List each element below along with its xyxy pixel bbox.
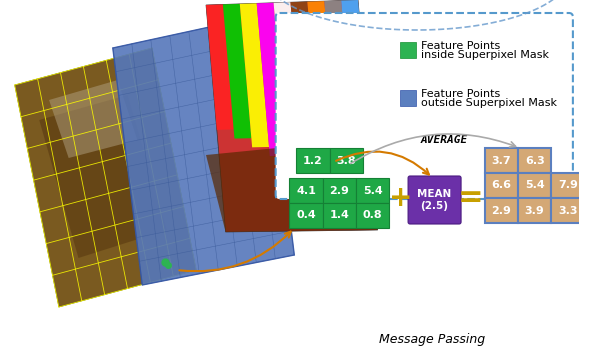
Text: 3.9: 3.9 <box>525 206 545 215</box>
Bar <box>400 42 416 58</box>
Text: Message Passing: Message Passing <box>379 333 485 347</box>
Polygon shape <box>49 80 137 158</box>
Text: 0.4: 0.4 <box>296 210 316 221</box>
Text: outside Superpixel Mask: outside Superpixel Mask <box>421 98 557 108</box>
FancyBboxPatch shape <box>330 148 363 173</box>
Polygon shape <box>307 1 340 183</box>
Text: +: + <box>389 184 412 212</box>
Text: 2.9: 2.9 <box>329 186 349 195</box>
Text: 5.4: 5.4 <box>525 181 545 190</box>
Bar <box>400 90 416 106</box>
FancyBboxPatch shape <box>356 203 389 228</box>
FancyBboxPatch shape <box>484 198 518 223</box>
FancyBboxPatch shape <box>551 173 585 198</box>
Text: =: = <box>458 183 484 213</box>
Polygon shape <box>240 3 269 147</box>
FancyBboxPatch shape <box>551 198 585 223</box>
Text: 4.1: 4.1 <box>296 186 316 195</box>
FancyBboxPatch shape <box>276 13 573 199</box>
Text: MEAN
(2.5): MEAN (2.5) <box>418 189 452 211</box>
FancyBboxPatch shape <box>518 173 551 198</box>
FancyBboxPatch shape <box>296 148 330 173</box>
FancyBboxPatch shape <box>289 203 323 228</box>
Text: 1.2: 1.2 <box>303 155 323 166</box>
Text: AVERAGE: AVERAGE <box>421 135 468 145</box>
Text: inside Superpixel Mask: inside Superpixel Mask <box>421 50 549 60</box>
Polygon shape <box>206 4 234 130</box>
Text: 3.3: 3.3 <box>558 206 578 215</box>
Polygon shape <box>274 2 304 165</box>
Text: 1.4: 1.4 <box>329 210 349 221</box>
Text: 3.7: 3.7 <box>491 155 511 166</box>
Text: Feature Points: Feature Points <box>421 41 500 51</box>
Text: 0.8: 0.8 <box>363 210 382 221</box>
Text: 2.9: 2.9 <box>491 206 511 215</box>
FancyBboxPatch shape <box>356 178 389 203</box>
FancyBboxPatch shape <box>323 178 356 203</box>
Polygon shape <box>290 2 322 174</box>
FancyBboxPatch shape <box>408 176 461 224</box>
FancyBboxPatch shape <box>323 203 356 228</box>
Polygon shape <box>284 162 333 203</box>
Text: 5.4: 5.4 <box>363 186 383 195</box>
Text: 3.8: 3.8 <box>336 155 356 166</box>
FancyBboxPatch shape <box>518 198 551 223</box>
Text: 6.3: 6.3 <box>525 155 545 166</box>
FancyBboxPatch shape <box>484 173 518 198</box>
Text: Feature Points: Feature Points <box>421 89 500 99</box>
Polygon shape <box>15 48 196 307</box>
FancyBboxPatch shape <box>289 178 323 203</box>
FancyBboxPatch shape <box>518 148 551 173</box>
Polygon shape <box>341 0 375 200</box>
Polygon shape <box>324 1 358 191</box>
Polygon shape <box>223 4 251 139</box>
Text: 6.6: 6.6 <box>491 181 512 190</box>
Polygon shape <box>257 3 287 156</box>
Polygon shape <box>40 95 167 258</box>
FancyBboxPatch shape <box>484 148 518 173</box>
Text: 7.9: 7.9 <box>558 181 578 190</box>
Polygon shape <box>206 0 378 232</box>
Polygon shape <box>113 15 294 285</box>
Polygon shape <box>206 140 378 232</box>
